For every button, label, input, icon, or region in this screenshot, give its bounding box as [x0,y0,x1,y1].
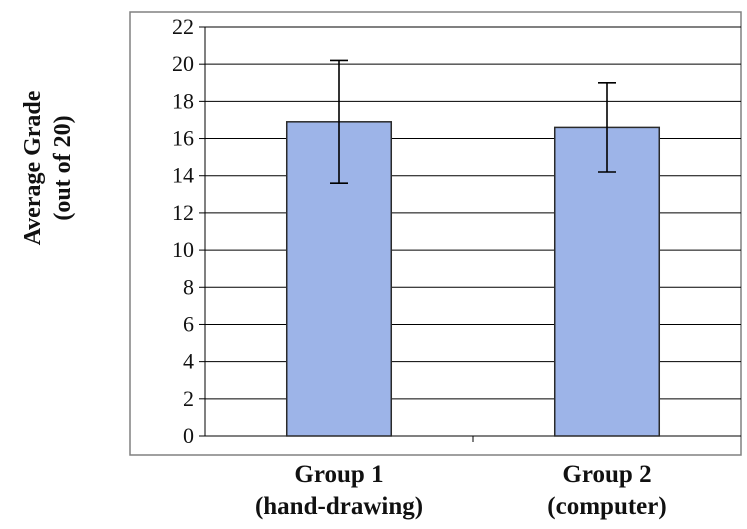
y-axis-title-line-2: (out of 20) [50,115,76,220]
y-tick-label: 22 [172,14,194,39]
x-axis-labels: Group 1 (hand-drawing) Group 2 (computer) [255,461,667,520]
y-tick-label: 4 [183,349,194,374]
y-axis-title-line-1: Average Grade [20,90,46,245]
error-bars [330,59,616,184]
y-tick-label: 0 [183,423,194,448]
y-tick-label: 2 [183,386,194,411]
x-category-label-1-line-1: Group 1 [294,461,383,488]
bars [285,121,661,437]
y-axis-title: Average Grade (out of 20) [20,90,76,245]
gridlines [205,26,741,400]
plot-frame [129,11,742,456]
x-category-label-1-line-2: (hand-drawing) [255,493,423,520]
x-category-label-2-line-1: Group 2 [562,461,651,488]
y-tick-label: 14 [172,163,194,188]
y-tick-label: 18 [172,88,194,113]
y-tick-label: 8 [183,274,194,299]
y-tick-label: 10 [172,237,194,262]
bar-2 [553,126,661,437]
y-tick-label: 20 [172,51,194,76]
x-category-label-2-line-2: (computer) [547,493,666,520]
y-tick-label: 6 [183,311,194,336]
y-tick-label: 12 [172,200,194,225]
y-tick-label: 16 [172,126,194,151]
